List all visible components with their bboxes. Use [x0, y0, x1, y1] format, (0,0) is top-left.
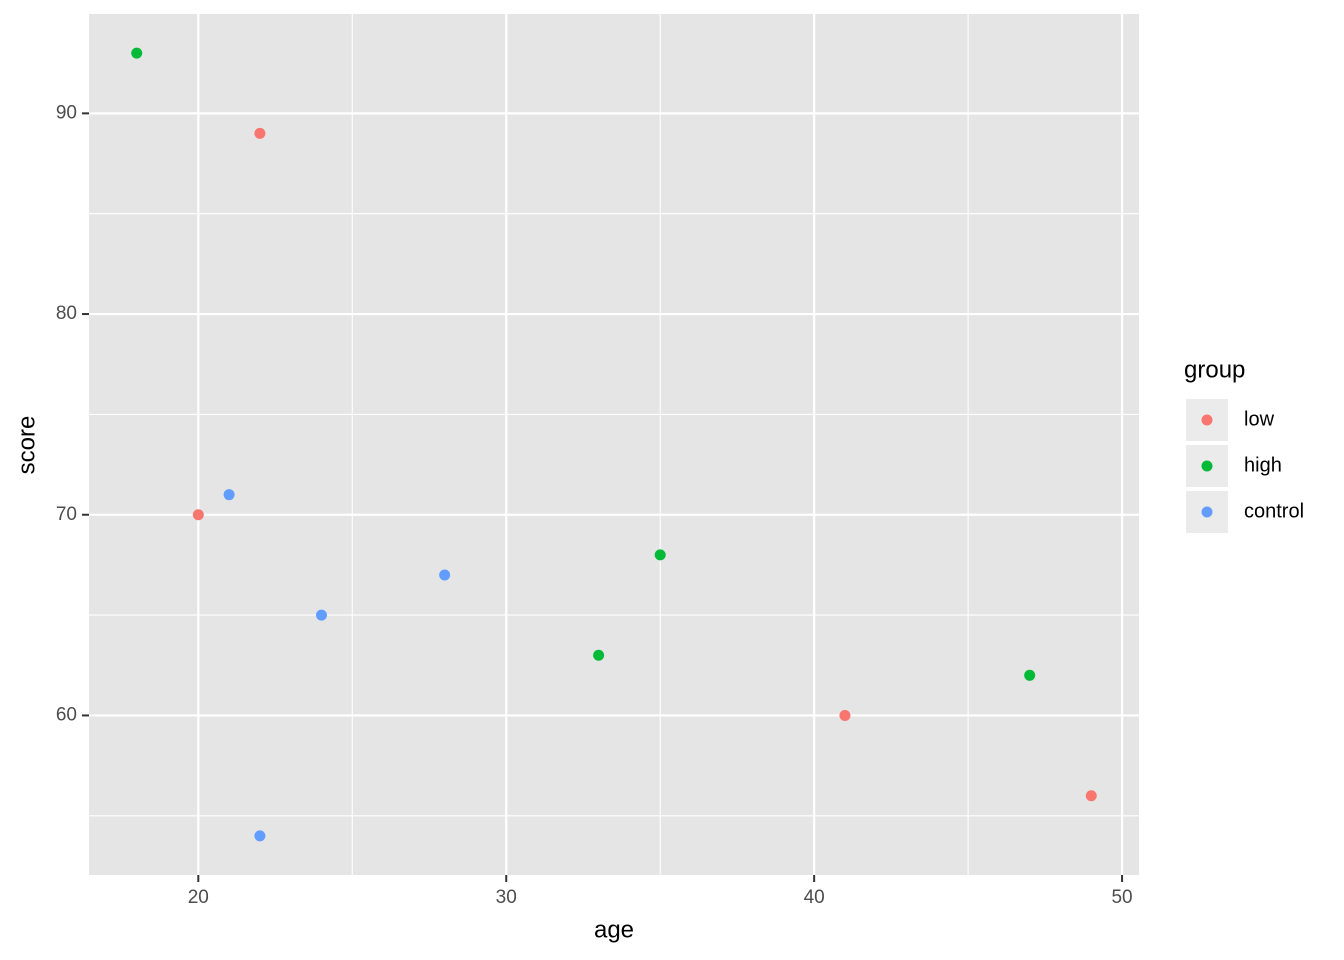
point [192, 509, 204, 521]
panel [89, 14, 1139, 875]
legend-marker [1201, 414, 1213, 426]
legend-label: low [1244, 408, 1275, 430]
point [254, 127, 266, 139]
y-tick-label: 70 [56, 504, 77, 525]
point [315, 609, 327, 621]
point [131, 47, 143, 59]
point [1024, 669, 1036, 681]
x-tick-label: 30 [496, 887, 517, 908]
legend-marker [1201, 460, 1213, 472]
y-tick-label: 60 [56, 704, 77, 725]
x-tick-label: 20 [188, 887, 209, 908]
y-tick-label: 90 [56, 102, 77, 123]
legend-label: high [1244, 454, 1282, 476]
y-tick-label: 80 [56, 303, 77, 324]
x-tick-label: 40 [804, 887, 825, 908]
point [839, 709, 851, 721]
point [1085, 790, 1097, 802]
point [223, 489, 235, 501]
point [593, 649, 605, 661]
x-tick-label: 50 [1111, 887, 1132, 908]
point [654, 549, 666, 561]
y-axis-title: score [13, 416, 40, 475]
point [254, 830, 266, 842]
legend-label: control [1244, 500, 1304, 522]
point [439, 569, 451, 581]
legend-marker [1201, 506, 1213, 518]
x-axis-title: age [594, 916, 634, 943]
legend-title: group [1184, 356, 1245, 383]
